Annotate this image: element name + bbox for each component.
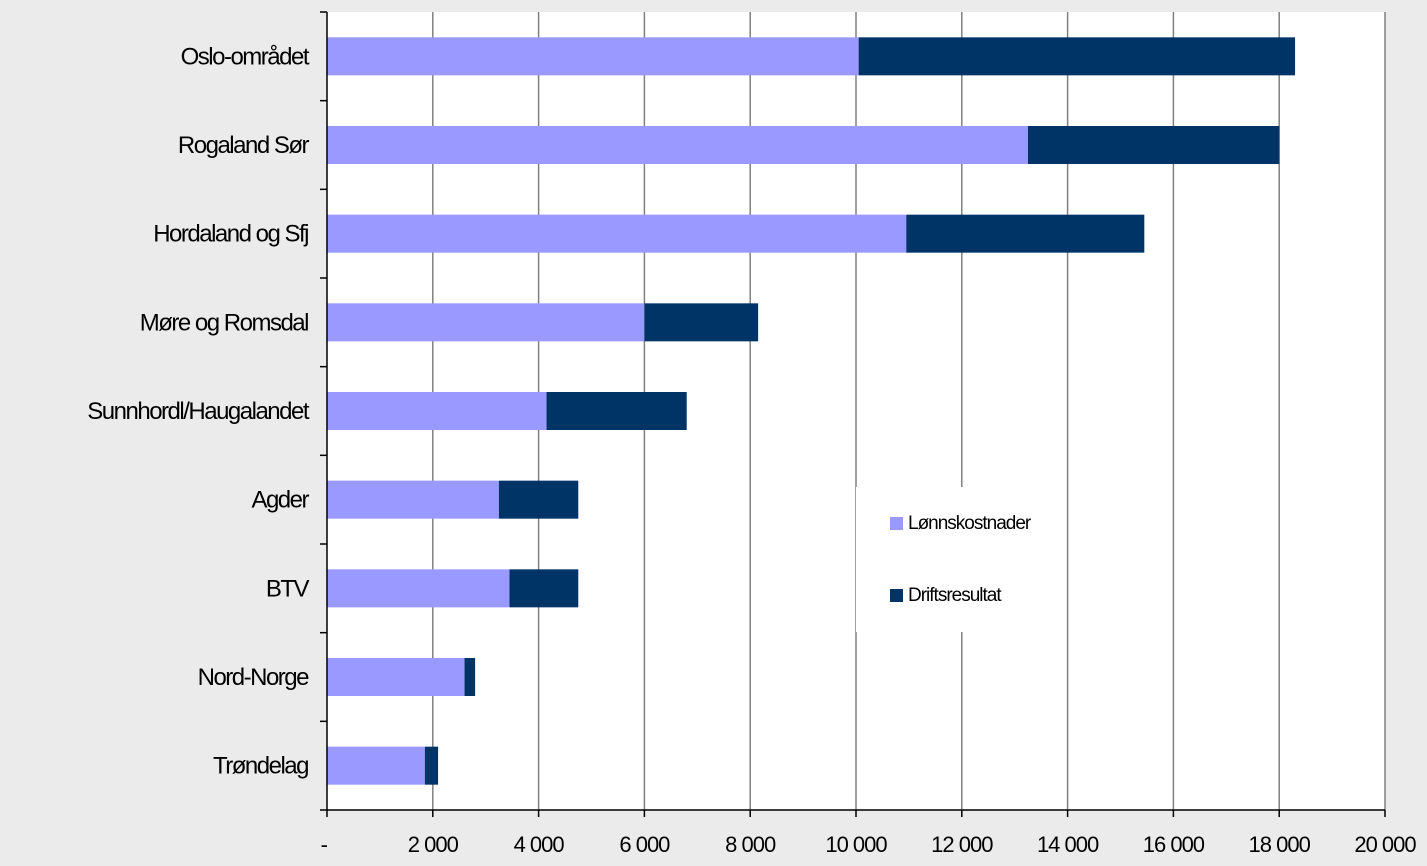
category-label: Hordaland og Sfj bbox=[153, 221, 308, 248]
legend-label: Driftsresultat bbox=[908, 585, 1002, 606]
bar-driftsresultat bbox=[464, 658, 476, 696]
x-tick-label: 14 000 bbox=[1037, 832, 1099, 857]
category-label: BTV bbox=[266, 575, 310, 602]
bar-driftsresultat bbox=[498, 480, 579, 519]
legend-label: Lønnskostnader bbox=[908, 513, 1032, 534]
bar-driftsresultat bbox=[906, 214, 1145, 253]
category-label: Nord-Norge bbox=[198, 664, 310, 691]
x-tick-label: - bbox=[321, 832, 328, 857]
x-tick-label: 20 000 bbox=[1354, 832, 1416, 857]
category-label: Møre og Romsdal bbox=[140, 309, 308, 336]
x-tick-label: 6 000 bbox=[619, 832, 670, 857]
x-tick-label: 18 000 bbox=[1249, 832, 1311, 857]
bar-driftsresultat bbox=[644, 303, 759, 342]
category-label: Rogaland Sør bbox=[178, 132, 310, 159]
bar-lonnskostnader bbox=[327, 569, 510, 608]
bar-driftsresultat bbox=[509, 569, 579, 608]
legend-swatch bbox=[890, 589, 903, 602]
bar-lonnskostnader bbox=[327, 746, 425, 785]
bar-lonnskostnader bbox=[327, 126, 1028, 164]
bar-driftsresultat bbox=[546, 392, 687, 430]
category-label: Sunnhordl/Haugalandet bbox=[87, 398, 310, 425]
bar-lonnskostnader bbox=[327, 658, 465, 696]
legend-swatch bbox=[890, 517, 903, 530]
bar-lonnskostnader bbox=[327, 303, 645, 342]
bar-lonnskostnader bbox=[327, 214, 907, 253]
bar-lonnskostnader bbox=[327, 392, 547, 430]
legend-box bbox=[856, 487, 1066, 632]
bar-lonnskostnader bbox=[327, 37, 859, 76]
bar-driftsresultat bbox=[424, 746, 439, 785]
bar-driftsresultat bbox=[858, 37, 1296, 76]
category-label: Agder bbox=[251, 487, 309, 514]
x-tick-label: 16 000 bbox=[1143, 832, 1205, 857]
bar-driftsresultat bbox=[1027, 126, 1280, 164]
bar-lonnskostnader bbox=[327, 480, 499, 519]
x-tick-label: 4 000 bbox=[514, 832, 565, 857]
x-tick-label: 8 000 bbox=[725, 832, 776, 857]
x-tick-label: 10 000 bbox=[825, 832, 887, 857]
x-tick-label: 12 000 bbox=[931, 832, 993, 857]
category-label: Trøndelag bbox=[213, 753, 308, 780]
x-tick-label: 2 000 bbox=[408, 832, 459, 857]
category-label: Oslo-området bbox=[181, 43, 310, 70]
